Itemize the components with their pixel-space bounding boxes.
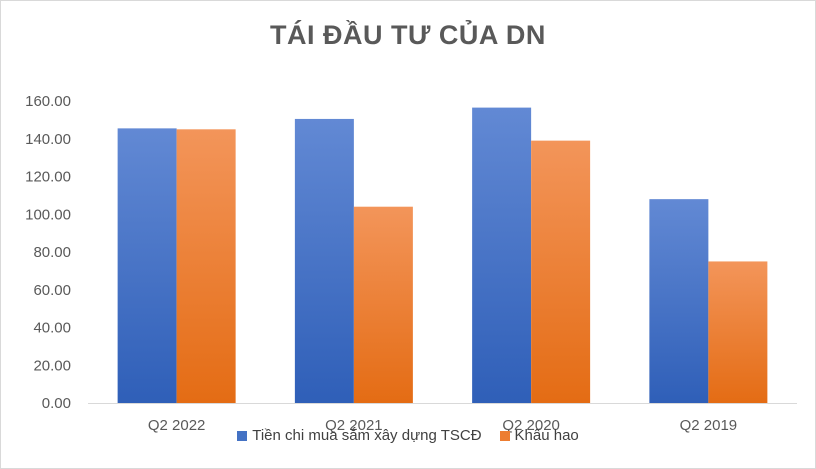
- y-tick-label: 160.00: [25, 93, 71, 110]
- bar-khau-hao-q2-2020: [531, 140, 591, 403]
- bar-khau-hao-q2-2021: [353, 206, 413, 403]
- y-tick-label: 60.00: [33, 282, 71, 299]
- legend-label-series-2: Khấu hao: [514, 427, 579, 444]
- y-tick-label: 0.00: [42, 395, 71, 412]
- legend-swatch-series-2: [499, 430, 510, 441]
- y-tick-label: 120.00: [25, 169, 71, 186]
- y-tick-label: 80.00: [33, 244, 71, 261]
- y-tick-label: 20.00: [33, 357, 71, 374]
- x-tick-label: Q2 2021: [325, 417, 383, 434]
- x-tick-label: Q2 2019: [680, 417, 738, 434]
- y-tick-label: 140.00: [25, 131, 71, 148]
- y-tick-label: 40.00: [33, 320, 71, 337]
- bar-khau-hao-q2-2022: [176, 129, 236, 403]
- x-tick-label: Q2 2022: [148, 417, 206, 434]
- bar-tien-chi-q2-2019: [649, 199, 709, 403]
- bar-tien-chi-q2-2021: [294, 118, 354, 404]
- legend-swatch-series-1: [237, 430, 248, 441]
- legend: Tiền chi mua sắm xây dựng TSCĐ Khấu hao: [0, 427, 816, 444]
- x-tick-label: Q2 2020: [502, 417, 560, 434]
- legend-item-series-2: Khấu hao: [499, 427, 579, 444]
- bar-tien-chi-q2-2020: [472, 107, 532, 403]
- bar-khau-hao-q2-2019: [708, 261, 768, 403]
- legend-item-series-1: Tiền chi mua sắm xây dựng TSCĐ: [237, 427, 482, 444]
- bar-tien-chi-q2-2022: [117, 128, 177, 403]
- chart-title: TÁI ĐẦU TƯ CỦA DN: [270, 20, 546, 50]
- y-tick-label: 100.00: [25, 206, 71, 223]
- legend-label-series-1: Tiền chi mua sắm xây dựng TSCĐ: [252, 427, 482, 444]
